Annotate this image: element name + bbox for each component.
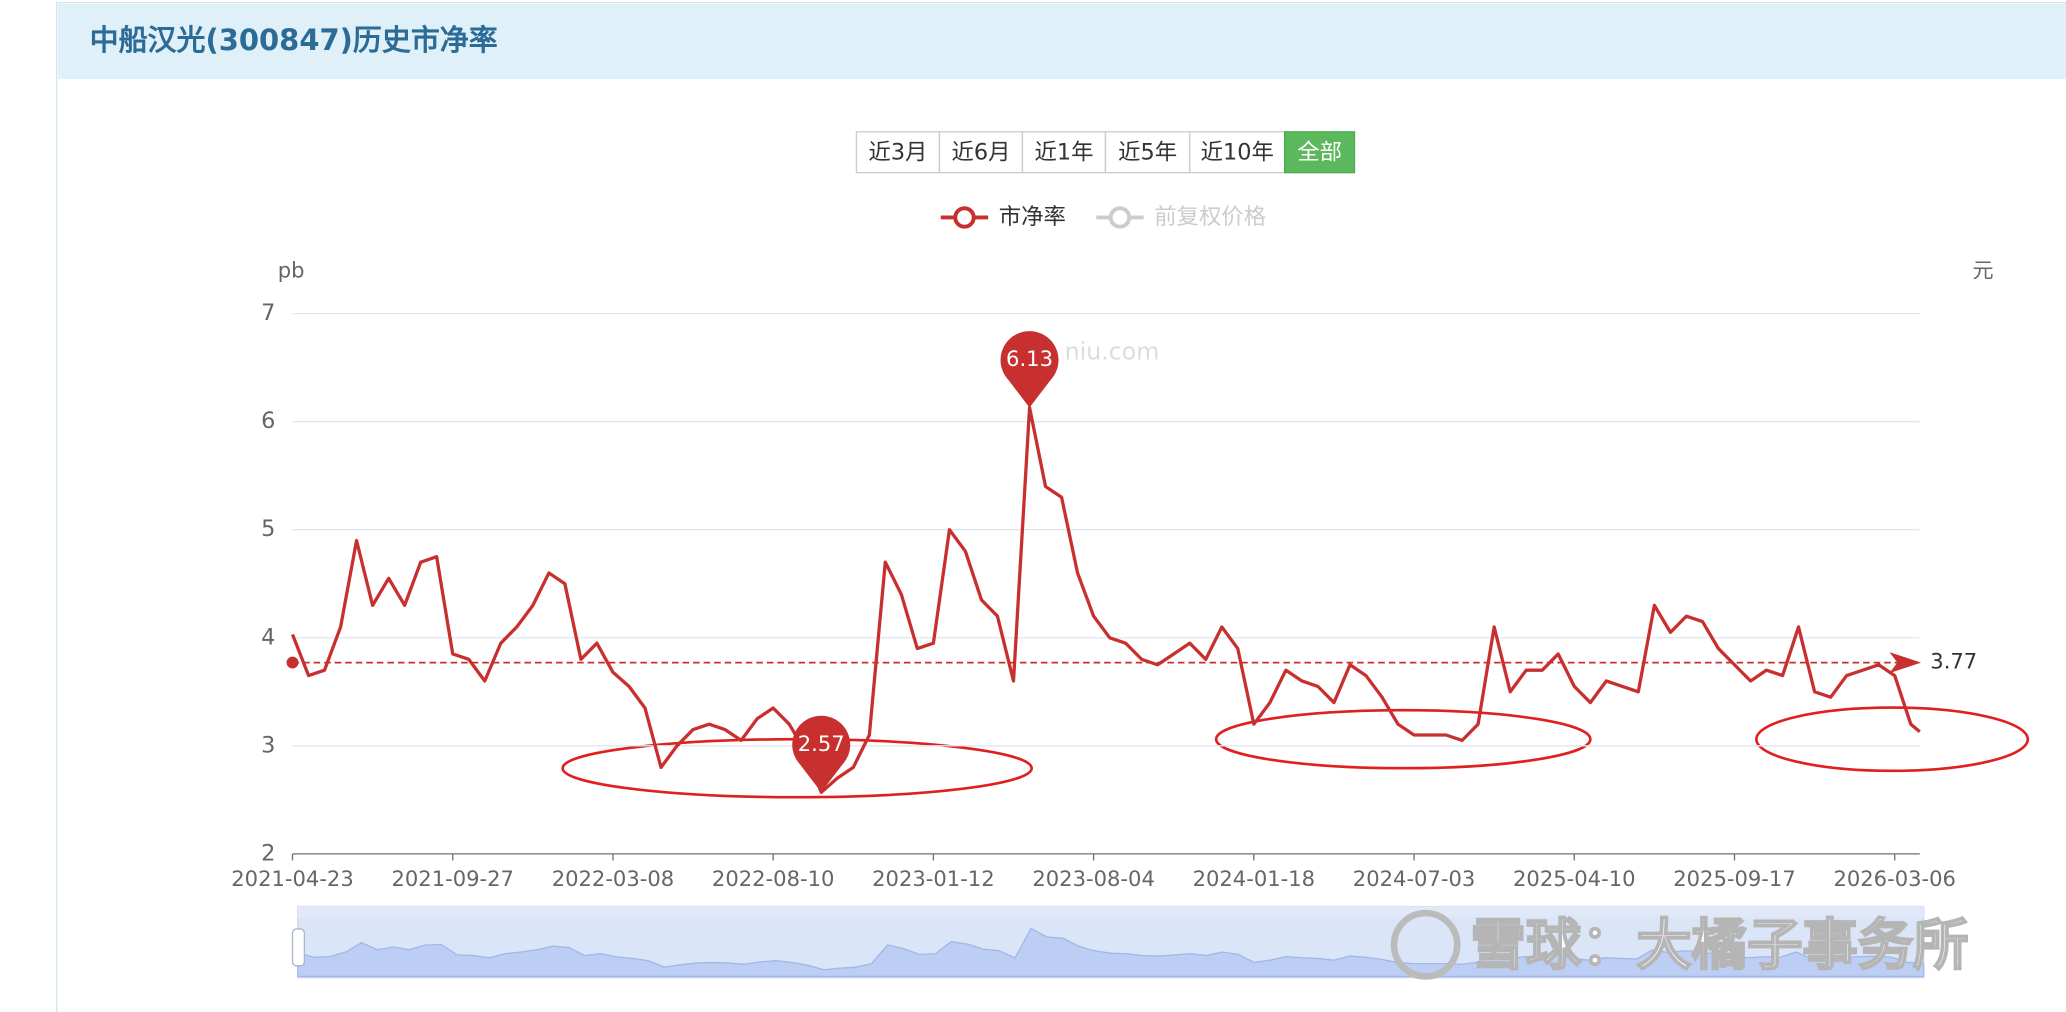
x-tick-label: 2021-04-23 — [231, 866, 354, 891]
y-tick-label: 3 — [261, 732, 275, 758]
data-zoom-area — [297, 927, 1925, 978]
x-tick-label: 2024-01-18 — [1193, 866, 1316, 891]
mark-point-label: 6.13 — [1006, 346, 1053, 371]
annotation-ellipse — [1755, 706, 2030, 773]
legend-symbol — [1108, 206, 1132, 229]
range-button[interactable] — [938, 131, 1024, 174]
range-button-label[interactable]: 近10年 — [1201, 139, 1274, 165]
range-button[interactable] — [855, 131, 941, 174]
x-tick-label: 2024-07-03 — [1353, 866, 1476, 891]
range-button-label[interactable]: 近6月 — [951, 139, 1010, 165]
x-tick-label: 2022-03-08 — [552, 866, 675, 891]
average-start — [286, 656, 299, 669]
average-arrow — [1889, 652, 1922, 674]
x-tick-label: 2022-08-10 — [712, 866, 835, 891]
watermark: niu.com — [1065, 338, 1160, 366]
legend-label[interactable]: 市净率 — [999, 204, 1066, 230]
y-tick-label: 4 — [261, 624, 275, 650]
y-tick-label: 6 — [261, 408, 275, 434]
mark-point — [1000, 331, 1059, 408]
header-bar — [57, 3, 2066, 80]
x-tick-label: 2021-09-27 — [391, 866, 513, 891]
y-tick-label: 7 — [261, 300, 275, 326]
range-button-label[interactable]: 近1年 — [1034, 139, 1093, 165]
mark-point-label: 2.57 — [798, 731, 845, 756]
x-tick-label: 2023-08-04 — [1032, 866, 1155, 891]
range-button[interactable] — [1284, 131, 1356, 174]
pb-line — [290, 405, 1921, 794]
data-zoom-selection — [297, 917, 1924, 978]
x-tick-label: 2026-03-06 — [1833, 866, 1956, 891]
data-zoom-bar — [297, 906, 1924, 918]
average-label: 3.77 — [1930, 649, 1977, 674]
range-button[interactable] — [1189, 131, 1286, 174]
range-button[interactable] — [1104, 131, 1191, 174]
y-tick-label: 2 — [261, 840, 275, 866]
range-button-label[interactable]: 近5年 — [1118, 139, 1177, 165]
page-title: 中船汉光(300847)历史市净率 — [90, 23, 498, 57]
y-axis-label: pb — [278, 257, 305, 282]
annotation-ellipse — [1214, 708, 1592, 770]
x-tick-label: 2025-04-10 — [1513, 866, 1636, 891]
data-zoom-handle[interactable] — [291, 928, 306, 967]
brand-watermark: 雪球：大橘子事务所 — [1390, 909, 1969, 980]
x-tick-label: 2025-09-17 — [1673, 866, 1796, 891]
legend-symbol — [953, 206, 976, 229]
y-tick-label: 5 — [261, 516, 275, 542]
x-tick-label: 2023-01-12 — [872, 866, 995, 891]
legend-label[interactable]: 前复权价格 — [1154, 204, 1266, 230]
y2-axis-label: 元 — [1972, 257, 1993, 282]
range-button-label[interactable]: 全部 — [1297, 139, 1342, 165]
logo — [1390, 909, 1461, 980]
watermark: 雪球：大橘子事务所 — [1470, 914, 1968, 978]
range-button-label[interactable]: 近3月 — [868, 139, 927, 165]
mark-point — [792, 715, 851, 793]
